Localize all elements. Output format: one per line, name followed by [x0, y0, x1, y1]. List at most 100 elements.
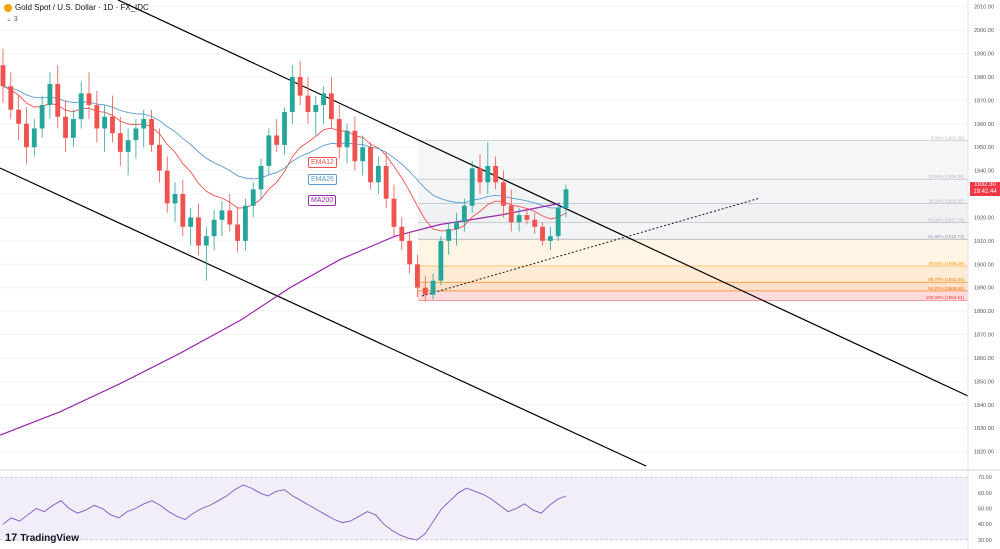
price-tick-label: 1990.00	[974, 52, 994, 58]
rsi-tick-label: 50.00	[978, 507, 992, 513]
fibonacci-retracement[interactable]: 0.00% (1952.96) 23.60% (1936.35) 38.20% (1…	[418, 135, 968, 301]
fib-label: 94.20% (1888.60)	[928, 286, 964, 291]
fib-band	[418, 282, 968, 291]
candle-body	[501, 182, 506, 206]
rsi-band	[0, 477, 968, 540]
channel-lower-line	[0, 167, 647, 467]
candle-body	[258, 165, 264, 190]
fib-band	[418, 222, 968, 240]
candle-body	[407, 240, 413, 265]
candle-body	[540, 226, 545, 241]
candle-body	[430, 280, 436, 295]
current-price: 1932.30	[974, 182, 996, 188]
candle-body	[563, 189, 569, 209]
fib-label: 61.80% (1910.73)	[928, 234, 964, 239]
price-tick-label: 1890.00	[974, 286, 994, 292]
candle-body	[219, 210, 225, 220]
candle-body	[172, 194, 178, 204]
candle-body	[180, 194, 186, 227]
rsi-tick-label: 40.00	[978, 522, 992, 528]
candle-body	[196, 217, 201, 246]
tradingview-logo-icon: 17	[5, 532, 18, 544]
fib-label: 100.00% (1884.64)	[926, 295, 965, 300]
price-tick-label: 1840.00	[974, 403, 994, 409]
candle-body	[313, 105, 319, 113]
candle-body	[477, 168, 483, 183]
candle-body	[524, 215, 530, 220]
candle-body	[156, 144, 162, 171]
candle-body	[360, 147, 366, 162]
candle-body	[211, 219, 217, 237]
ema26-tag: EMA26	[308, 174, 337, 185]
candle-body	[516, 215, 522, 223]
candle-body	[454, 222, 459, 230]
fib-label: 50.00% (1917.79)	[928, 218, 964, 223]
fib-band	[418, 239, 968, 267]
candle-body	[547, 236, 553, 241]
price-tick-label: 2010.00	[974, 5, 994, 11]
regression-channel[interactable]	[0, 0, 969, 467]
candle-body	[399, 226, 405, 241]
candle-body	[391, 198, 397, 227]
candle-body	[94, 105, 100, 129]
candle-body	[110, 116, 115, 134]
rsi-tick-label: 70.00	[978, 475, 992, 481]
fib-label: 38.20% (1926.05)	[928, 198, 964, 203]
candle-body	[493, 165, 499, 183]
candle-body	[375, 165, 381, 183]
fib-label: 23.60% (1936.35)	[928, 174, 964, 179]
candle-body	[70, 119, 76, 138]
candle-body	[469, 168, 475, 206]
price-axis[interactable]: 2010.00 2000.00 1990.00 1980.00 1970.00 1960.…	[967, 0, 994, 549]
tradingview-logo[interactable]: 17 TradingView	[5, 532, 79, 544]
candle-body	[321, 93, 327, 106]
candle-body	[117, 133, 123, 152]
sub-label: 3	[13, 16, 18, 23]
candle-body	[235, 224, 241, 241]
rsi-tick-label: 30.00	[978, 538, 992, 544]
candle-body	[352, 130, 358, 162]
candle-body	[39, 105, 45, 129]
candle-body	[282, 112, 287, 145]
candle-body	[250, 189, 256, 206]
candlesticks	[0, 48, 569, 302]
price-tick-label: 1900.00	[974, 262, 994, 268]
symbol-header[interactable]: Gold Spot / U.S. Dollar · 1D · FX_IDC	[4, 3, 149, 12]
candle-body	[227, 210, 233, 225]
price-tick-label: 1830.00	[974, 426, 994, 432]
candle-body	[125, 140, 131, 152]
rsi-pane: 70.00 60.00 50.00 40.00 30.00	[0, 469, 1000, 544]
candle-body	[555, 208, 561, 237]
fib-band	[418, 203, 968, 223]
fib-label: 88.70% (1892.34)	[928, 277, 964, 282]
candle-body	[274, 135, 280, 145]
price-tick-label: 1940.00	[974, 169, 994, 175]
rsi-tick-label: 60.00	[978, 491, 992, 497]
price-tick-label: 2000.00	[974, 28, 994, 34]
fib-band	[418, 266, 968, 283]
ema12-tag: EMA12	[308, 157, 337, 168]
candle-body	[438, 240, 444, 281]
candle-body	[508, 205, 514, 223]
candle-body	[63, 116, 68, 138]
candle-body	[446, 229, 452, 241]
trend-line-dotted	[421, 197, 761, 297]
candle-body	[368, 147, 373, 183]
candle-body	[141, 119, 147, 129]
candle-body	[31, 128, 37, 148]
candle-body	[422, 287, 428, 295]
candle-body	[242, 205, 248, 241]
price-tick-label: 1950.00	[974, 145, 994, 151]
price-tick-label: 1910.00	[974, 239, 994, 245]
collapse-toggle[interactable]: ⌄ 3	[6, 16, 18, 23]
candle-body	[289, 76, 295, 113]
candle-body	[102, 116, 108, 129]
fib-band	[418, 140, 968, 180]
fib-band	[418, 179, 968, 204]
candle-body	[47, 83, 53, 106]
candle-body	[305, 95, 311, 113]
candle-body	[461, 205, 467, 223]
price-tick-label: 1960.00	[974, 122, 994, 128]
candle-body	[55, 83, 61, 117]
